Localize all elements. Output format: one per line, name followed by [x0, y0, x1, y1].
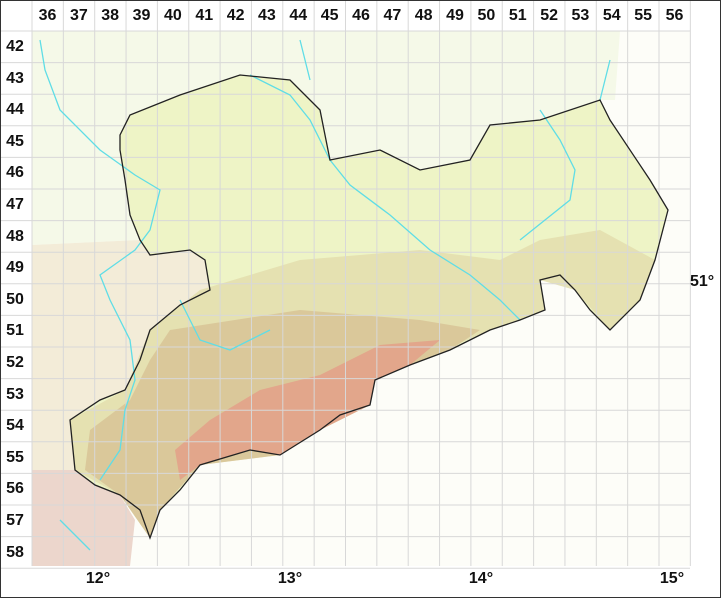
column-label: 40 — [163, 7, 182, 24]
row-label: 54 — [6, 417, 24, 435]
column-label: 43 — [258, 7, 276, 24]
row-label: 43 — [6, 69, 24, 87]
row-label: 58 — [6, 543, 24, 561]
column-label: 45 — [320, 7, 339, 24]
column-label: 42 — [226, 7, 245, 24]
column-label: 38 — [101, 7, 120, 24]
saxony-border — [69, 74, 669, 540]
column-label: 47 — [383, 7, 402, 24]
river — [39, 39, 161, 481]
longitude-label: 14° — [468, 570, 494, 587]
column-label: 50 — [477, 7, 496, 24]
row-label: 49 — [6, 259, 24, 277]
row-label: 47 — [6, 196, 24, 213]
row-label: 53 — [6, 385, 24, 403]
column-label: 49 — [446, 7, 464, 24]
column-label: 48 — [414, 7, 433, 24]
row-label: 51 — [6, 322, 24, 340]
column-label: 37 — [69, 7, 88, 24]
river — [59, 519, 91, 551]
column-label: 56 — [665, 7, 684, 24]
column-label: 53 — [571, 7, 590, 24]
longitude-label: 13° — [277, 570, 303, 587]
column-label: 41 — [195, 7, 214, 24]
row-label: 48 — [6, 227, 24, 245]
row-label: 52 — [6, 354, 24, 371]
river — [249, 74, 521, 321]
column-label: 44 — [289, 7, 308, 24]
river — [179, 299, 271, 351]
row-label: 46 — [6, 164, 24, 182]
row-label: 56 — [6, 480, 24, 498]
row-label: 57 — [6, 512, 24, 529]
row-label: 44 — [6, 101, 24, 119]
column-label: 54 — [602, 7, 621, 24]
column-label: 36 — [38, 7, 57, 24]
longitude-label: 12° — [85, 570, 111, 587]
neighbour-region-west — [32, 240, 210, 470]
column-label: 55 — [634, 7, 653, 24]
column-label: 46 — [352, 7, 370, 24]
row-label: 55 — [6, 448, 24, 466]
column-label: 39 — [132, 7, 151, 24]
river — [599, 59, 611, 101]
longitude-label: 15° — [659, 570, 685, 587]
river — [519, 109, 576, 241]
row-label: 42 — [6, 38, 24, 55]
neighbour-region-southwest — [32, 470, 135, 566]
river — [299, 39, 311, 81]
row-label: 45 — [6, 132, 24, 150]
column-label: 52 — [540, 7, 558, 24]
row-label: 50 — [6, 290, 24, 308]
latitude-label: 51° — [690, 273, 715, 290]
column-label: 51 — [508, 7, 527, 24]
